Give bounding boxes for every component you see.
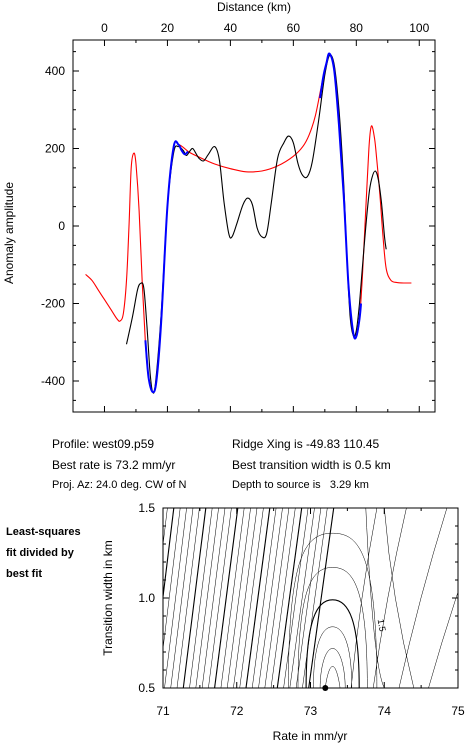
contour-line bbox=[295, 508, 322, 688]
y-tick-label: 400 bbox=[45, 64, 65, 78]
contour-line bbox=[201, 508, 226, 688]
ridge-crossing-label: Ridge Xing is -49.83 110.45 bbox=[232, 437, 380, 451]
contour-caption-line: Least-squares bbox=[6, 526, 81, 538]
contour-line bbox=[195, 508, 219, 688]
contour-line bbox=[428, 591, 458, 688]
x-tick-label: 74 bbox=[378, 704, 392, 718]
best-transition-label: Best transition width is 0.5 km bbox=[232, 458, 391, 472]
contour-line bbox=[245, 508, 271, 688]
contour-line bbox=[319, 648, 346, 688]
contour-line bbox=[365, 508, 385, 688]
contour-line bbox=[398, 508, 448, 688]
contour-line bbox=[325, 666, 341, 688]
y-axis-title-width: Transition width in km bbox=[101, 540, 115, 656]
contour-line bbox=[251, 508, 277, 688]
series-line-model bbox=[85, 52, 412, 393]
contour-line bbox=[182, 508, 207, 688]
contour-caption-line: fit divided by bbox=[6, 547, 74, 559]
contour-line bbox=[220, 508, 245, 688]
contour-line bbox=[163, 508, 181, 651]
contour-line bbox=[176, 508, 200, 688]
series-line-fit-window bbox=[144, 140, 189, 394]
misfit-contour-chart: 71 72 73 74 75 0.5 1.0 1.5 1.5 Rate in mm/yr Tr… bbox=[101, 501, 465, 743]
x-tick-label: 75 bbox=[451, 704, 465, 718]
contour-line bbox=[258, 508, 283, 688]
contour-line bbox=[226, 508, 251, 688]
series-line-fit-window bbox=[319, 52, 362, 340]
contour-line bbox=[302, 508, 328, 688]
y-tick-label: 1.0 bbox=[138, 591, 155, 605]
x-axis-title-rate: Rate in mm/yr bbox=[273, 729, 348, 743]
x-tick-label: 60 bbox=[287, 21, 301, 35]
y-axis-title-anomaly: Anomaly amplitude bbox=[2, 182, 16, 284]
contour-chart-axes: 71 72 73 74 75 0.5 1.0 1.5 bbox=[138, 501, 465, 718]
contour-line bbox=[308, 508, 335, 688]
contour-line bbox=[372, 508, 407, 688]
y-tick-label: 0.5 bbox=[138, 681, 155, 695]
contour-line bbox=[384, 508, 415, 688]
x-tick-label: 100 bbox=[409, 21, 429, 35]
contour-line bbox=[350, 508, 378, 688]
contour-line bbox=[283, 508, 309, 688]
projection-azimuth-label: Proj. Az: 24.0 deg. CW of N bbox=[52, 479, 187, 491]
contour-line bbox=[264, 508, 290, 688]
contour-line bbox=[189, 508, 213, 688]
contour-line bbox=[114, 508, 135, 688]
y-tick-label: 0 bbox=[58, 219, 65, 233]
x-tick-label: 40 bbox=[224, 21, 238, 35]
contour-line bbox=[270, 508, 296, 688]
profile-label: Profile: west09.p59 bbox=[52, 437, 155, 451]
anomaly-chart-frame bbox=[72, 39, 436, 413]
contour-level-label: 1.5 bbox=[376, 618, 388, 632]
contour-lines bbox=[114, 508, 458, 688]
x-tick-label: 80 bbox=[350, 21, 364, 35]
x-axis-title-distance: Distance (km) bbox=[217, 0, 291, 14]
y-tick-label: -200 bbox=[41, 297, 65, 311]
contour-line bbox=[214, 508, 239, 688]
contour-line bbox=[305, 599, 360, 688]
contour-caption-line: best fit bbox=[6, 568, 43, 580]
contour-line bbox=[289, 508, 315, 688]
contour-line bbox=[313, 626, 353, 688]
contour-line bbox=[276, 508, 303, 688]
anomaly-profile-chart: 0 20 40 60 80 100 -400 -200 0 200 400 Distance (km… bbox=[2, 0, 436, 413]
contour-line bbox=[164, 508, 187, 688]
x-tick-label: 0 bbox=[101, 21, 108, 35]
x-tick-label: 71 bbox=[156, 704, 170, 718]
best-fit-marker bbox=[322, 685, 329, 691]
x-tick-label: 72 bbox=[230, 704, 244, 718]
contour-line bbox=[297, 567, 368, 688]
contour-line bbox=[239, 508, 264, 688]
x-tick-label: 20 bbox=[161, 21, 175, 35]
contour-line bbox=[288, 532, 378, 688]
contour-caption: Least-squares fit divided by best fit bbox=[6, 522, 81, 585]
y-tick-label: 200 bbox=[45, 142, 65, 156]
y-tick-label: 1.5 bbox=[138, 501, 155, 515]
best-rate-label: Best rate is 73.2 mm/yr bbox=[52, 458, 176, 472]
anomaly-chart-axes: 0 20 40 60 80 100 -400 -200 0 200 400 bbox=[41, 21, 435, 412]
anomaly-chart-series bbox=[85, 52, 412, 394]
contour-line bbox=[170, 508, 194, 688]
x-tick-label: 73 bbox=[304, 704, 318, 718]
contour-line bbox=[163, 508, 175, 602]
contour-line bbox=[163, 508, 168, 547]
contour-line bbox=[208, 508, 232, 688]
source-depth-label: Depth to source is 3.29 km bbox=[232, 479, 369, 491]
y-tick-label: -400 bbox=[41, 374, 65, 388]
contour-line bbox=[233, 508, 258, 688]
